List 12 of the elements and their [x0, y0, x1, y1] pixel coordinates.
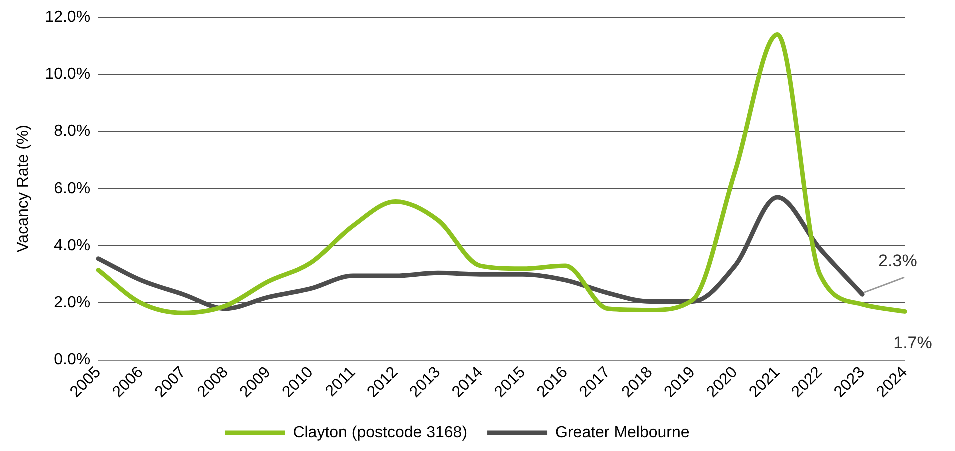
y-axis-title: Vacancy Rate (%)	[15, 125, 32, 253]
y-tick-label: 10.0%	[45, 66, 91, 84]
y-tick-label: 4.0%	[54, 237, 91, 254]
legend-label: Greater Melbourne	[556, 424, 690, 442]
y-tick-label: 12.0%	[45, 9, 91, 26]
annotation: 2.3%	[878, 251, 918, 270]
y-tick-label: 8.0%	[54, 123, 91, 140]
y-tick-label: 0.0%	[54, 352, 91, 369]
legend-label: Clayton (postcode 3168)	[293, 424, 468, 442]
y-tick-label: 2.0%	[54, 294, 91, 312]
annotation: 1.7%	[894, 333, 932, 352]
y-tick-label: 6.0%	[54, 180, 91, 198]
